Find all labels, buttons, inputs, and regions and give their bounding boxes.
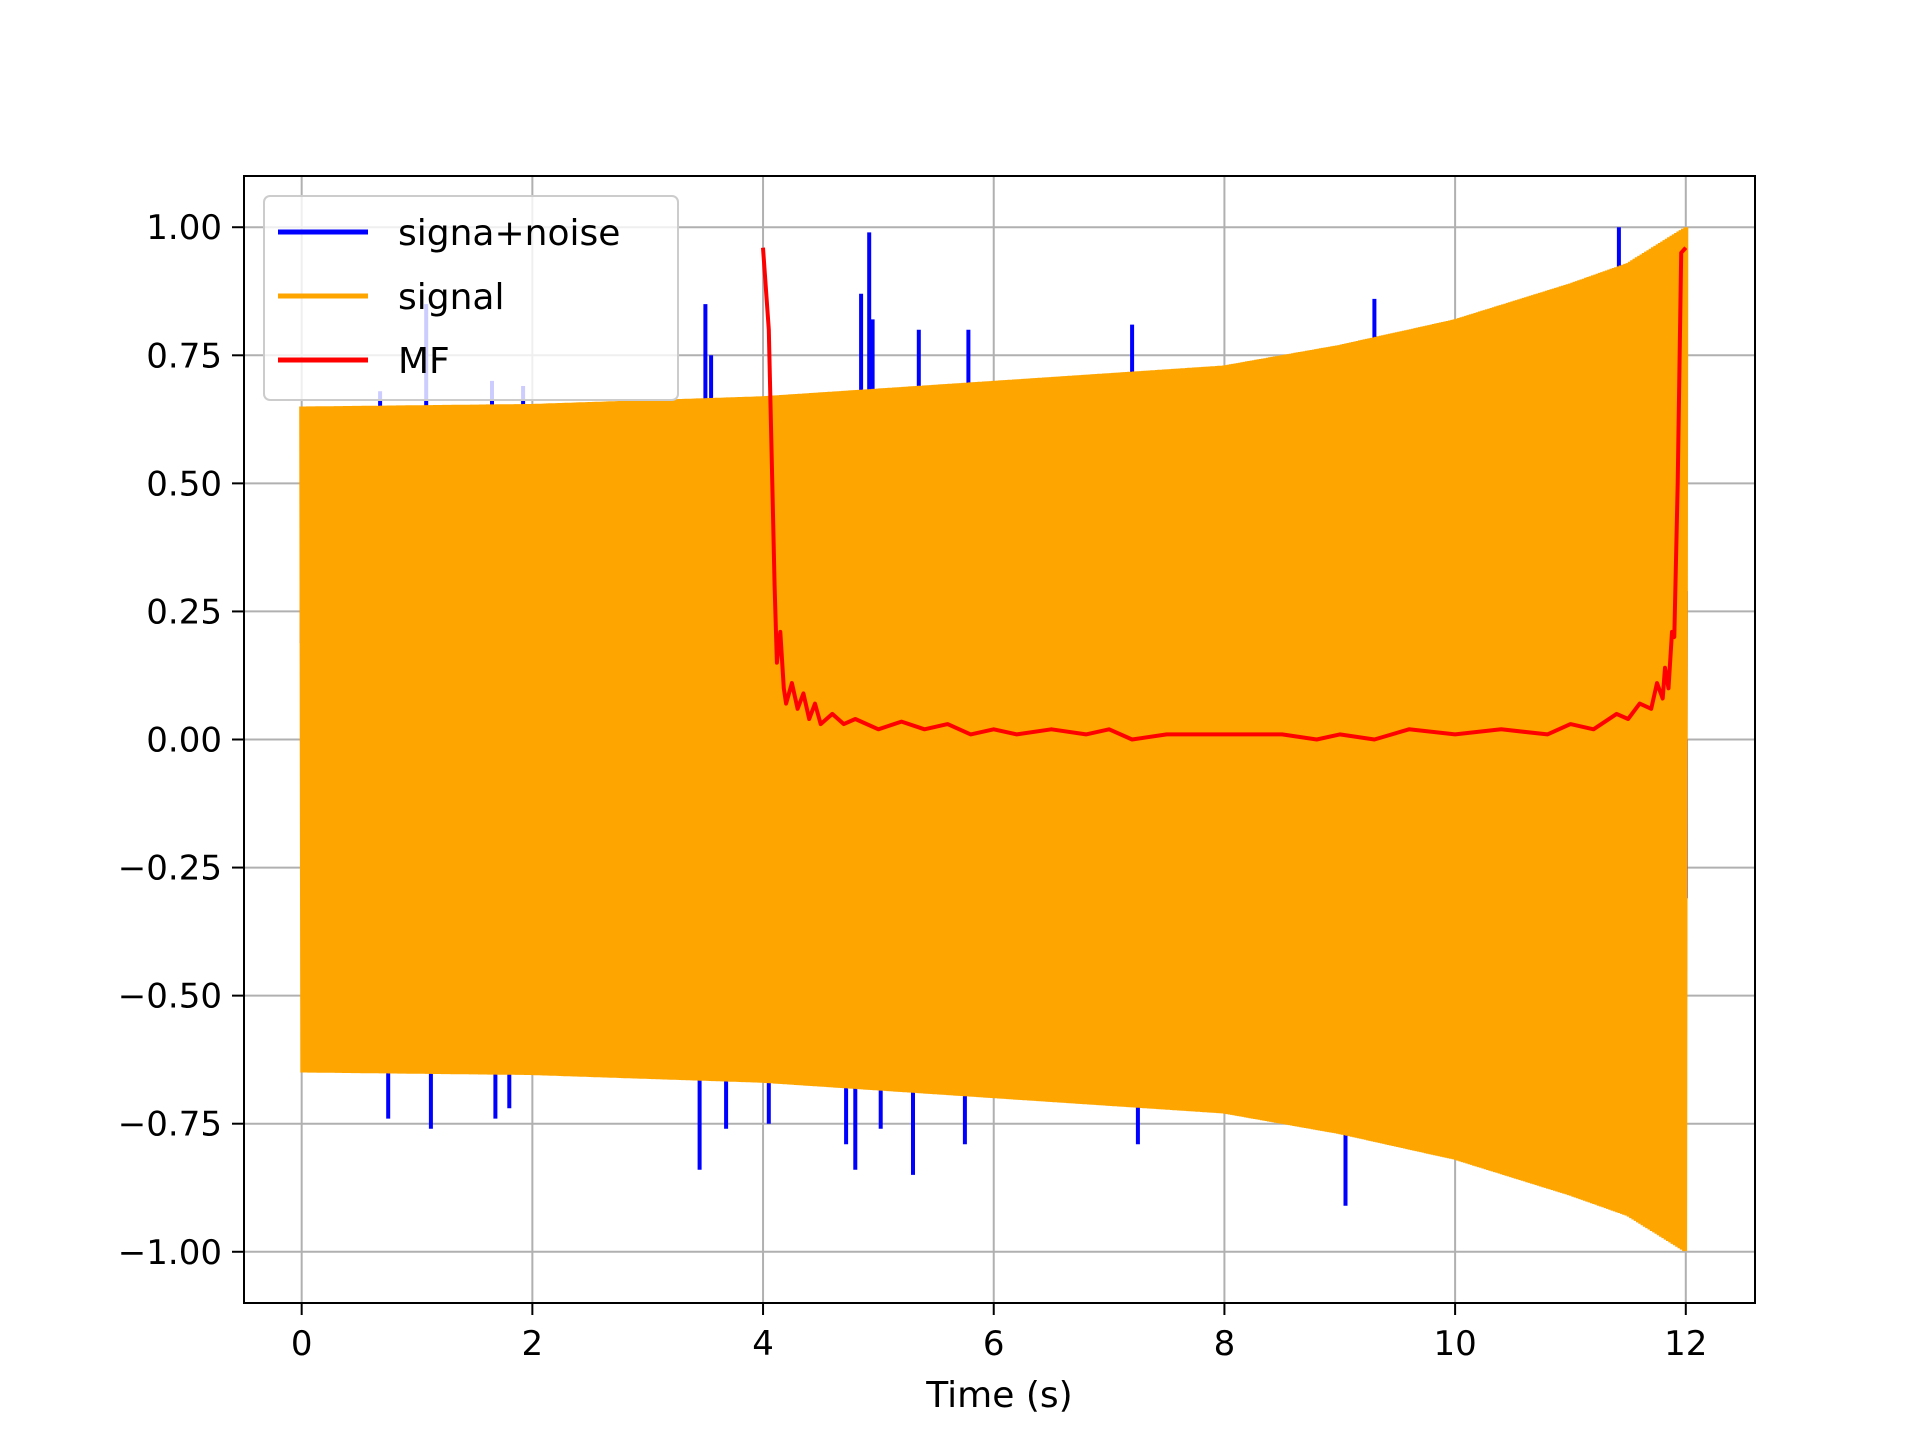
y-tick-label: −0.25 [118, 849, 222, 889]
x-tick-label: 12 [1664, 1324, 1707, 1364]
y-tick-label: 1.00 [146, 208, 222, 248]
legend-label: signal [398, 277, 505, 318]
y-tick-label: 0.25 [146, 592, 222, 632]
y-tick-label: −0.75 [118, 1105, 222, 1145]
legend-box [263, 195, 679, 401]
series-line-mf [761, 246, 1688, 742]
x-tick-label: 4 [752, 1324, 774, 1364]
legend-label: signa+noise [398, 213, 620, 254]
series-line-signal [299, 227, 1689, 1252]
y-tick-label: 0.75 [146, 336, 222, 376]
legend-label: MF [398, 341, 450, 382]
plot-area [299, 227, 1689, 1252]
y-tick-label: −1.00 [118, 1233, 222, 1273]
x-tick-label: 8 [1214, 1324, 1236, 1364]
y-tick-label: 0.00 [146, 721, 222, 761]
x-tick-label: 6 [983, 1324, 1005, 1364]
ticks: 0 2 4 6 8 10 12 1.00 0.75 0.50 0.25 0.00 −0.25 −0.50 −… [118, 208, 1708, 1364]
x-tick-label: 0 [291, 1324, 313, 1364]
x-tick-label: 2 [522, 1324, 544, 1364]
x-axis-label: Time (s) [925, 1375, 1072, 1416]
x-tick-label: 10 [1433, 1324, 1476, 1364]
series-layer [299, 227, 1689, 1252]
y-tick-label: 0.50 [146, 464, 222, 504]
legend: signa+noise signal MF [263, 195, 679, 401]
y-tick-label: −0.50 [118, 977, 222, 1017]
